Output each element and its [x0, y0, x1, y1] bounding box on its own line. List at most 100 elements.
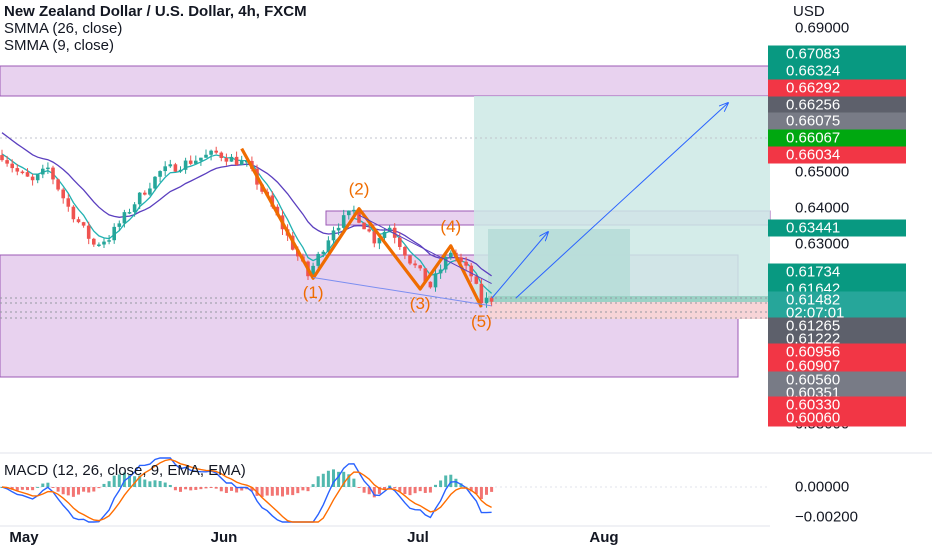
macd-histogram-bar: [326, 470, 330, 487]
macd-histogram-bar: [77, 487, 80, 495]
candle-up: [382, 231, 387, 238]
candle-down: [464, 261, 468, 266]
candle-up: [484, 297, 489, 304]
candle-up: [158, 171, 162, 177]
price-tag: 0.60060: [768, 409, 906, 427]
time-scale-tick: Aug: [589, 529, 619, 546]
macd-histogram-bar: [199, 487, 203, 490]
price-scale-tick: 0.63000: [795, 235, 850, 253]
candle-down: [66, 198, 71, 207]
candle-up: [163, 166, 167, 172]
macd-histogram-bar: [357, 487, 361, 488]
price-tag: 0.63441: [768, 219, 906, 237]
macd-histogram-bar: [388, 485, 392, 487]
candle-up: [347, 210, 351, 216]
candle-down: [10, 163, 14, 169]
macd-scale-tick: 0.00000: [795, 478, 850, 496]
macd-histogram-bar: [92, 487, 96, 492]
macd-histogram-bar: [46, 482, 50, 487]
candle-down: [51, 167, 55, 180]
wedge-lower-line: [313, 276, 492, 307]
time-scale-tick: Jul: [407, 529, 429, 546]
macd-histogram-bar: [332, 469, 335, 487]
macd-histogram-bar: [184, 487, 188, 490]
candle-up: [326, 240, 331, 252]
macd-histogram-bar: [286, 487, 290, 495]
candle-up: [137, 192, 142, 205]
macd-histogram-bar: [61, 487, 65, 495]
macd-histogram-bar: [56, 487, 60, 492]
macd-histogram-bar: [444, 475, 448, 487]
candle-up: [443, 256, 448, 270]
macd-histogram-bar: [194, 487, 198, 490]
candle-down: [76, 219, 81, 223]
macd-histogram-bar: [15, 487, 19, 491]
candle-up: [438, 269, 443, 274]
macd-histogram-bar: [362, 487, 366, 493]
macd-histogram-bar: [393, 487, 397, 489]
macd-histogram-bar: [377, 487, 381, 494]
macd-histogram-bar: [153, 480, 157, 487]
macd-histogram-bar: [128, 475, 131, 487]
elliott-wave-layer: (1) (2) (3) (4) (5): [240, 147, 492, 331]
macd-histogram-bar: [10, 487, 14, 490]
candle-up: [194, 160, 198, 164]
price-scale-tick: 0.64000: [795, 199, 850, 217]
candle-down: [0, 155, 4, 161]
candle-down: [143, 192, 147, 195]
candle-up: [449, 252, 453, 257]
candle-down: [459, 257, 463, 262]
legend-smma9: SMMA (9, close): [4, 37, 115, 54]
macd-histogram-bar: [418, 487, 422, 492]
macd-histogram-bar: [158, 481, 162, 487]
candle-up: [127, 212, 132, 214]
candle-up: [102, 241, 106, 245]
candle-up: [35, 174, 40, 181]
candle-down: [392, 227, 397, 238]
macd-histogram-bar: [434, 484, 437, 487]
candle-up: [112, 226, 116, 241]
elliott-wave-path: [240, 147, 483, 308]
price-tag: 0.61222: [768, 330, 906, 348]
candle-up: [387, 227, 392, 232]
long-position-target-1: [488, 229, 630, 301]
candle-down: [214, 150, 218, 153]
macd-histogram-bar: [459, 483, 463, 487]
macd-histogram-bar: [51, 487, 55, 488]
candle-up: [336, 227, 341, 231]
candle-up: [153, 176, 157, 189]
projection-arrow-short: [491, 232, 548, 299]
candle-down: [469, 265, 473, 277]
macd-histogram-bar: [316, 476, 320, 487]
candle-down: [71, 206, 76, 220]
candle-down: [92, 238, 96, 245]
candle-down: [418, 265, 422, 269]
price-scale-tick: 0.65000: [795, 163, 850, 181]
candle-up: [245, 160, 249, 163]
price-tag: 0.67083: [768, 45, 906, 63]
macd-histogram-bar: [260, 487, 264, 498]
candle-down: [86, 225, 91, 239]
wave-label-5: (5): [471, 312, 492, 331]
wedge-upper-line: [358, 214, 492, 285]
macd-histogram-bar: [209, 487, 213, 488]
candle-down: [61, 189, 65, 199]
candle-down: [56, 179, 60, 190]
macd-histogram-bar: [428, 487, 432, 493]
macd-histogram-bar: [439, 480, 443, 487]
macd-histogram-bar: [423, 487, 427, 493]
candle-up: [229, 156, 234, 162]
candle-up: [311, 265, 315, 277]
supply-zone-top: [0, 65, 771, 97]
macd-histogram-bar: [383, 487, 386, 489]
macd-histogram-bar: [367, 487, 371, 495]
macd-scale-tick: −0.00200: [795, 508, 858, 526]
candle-down: [30, 176, 35, 181]
macd-histogram-bar: [143, 479, 147, 487]
projection-layer: [491, 103, 728, 299]
macd-histogram-bar: [204, 487, 208, 489]
candle-down: [408, 255, 412, 264]
price-tag: 0.66067: [768, 129, 906, 147]
candle-up: [97, 244, 101, 247]
